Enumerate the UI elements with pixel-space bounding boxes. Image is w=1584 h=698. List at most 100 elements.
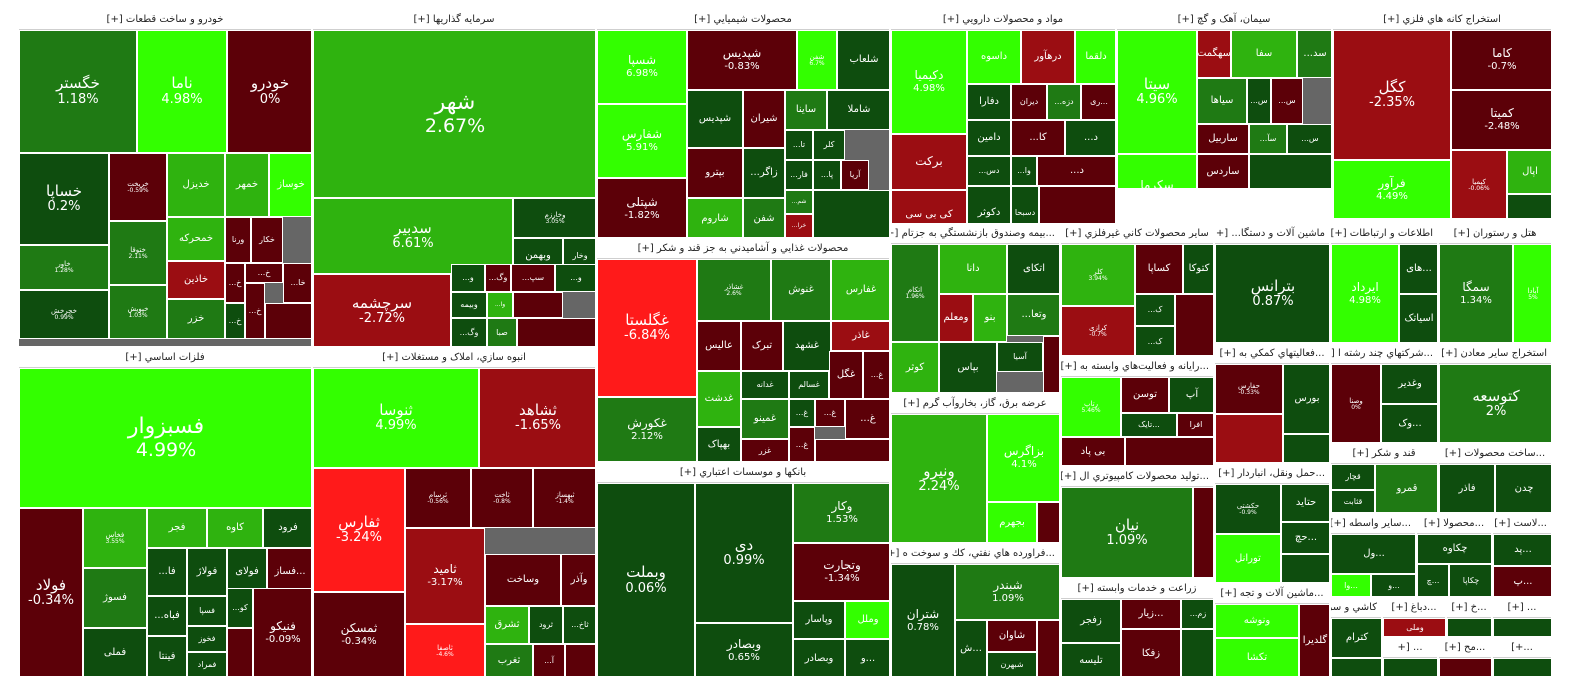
sector-title[interactable]: زراعت و خدمات وابسته [+]	[1061, 579, 1213, 599]
sector-title[interactable]: بانكها و موسسات اعتباري [+]	[597, 463, 889, 483]
stock-tile[interactable]: فار...	[785, 160, 813, 190]
stock-tile[interactable]	[1037, 620, 1059, 676]
stock-tile[interactable]: دفارا	[967, 84, 1011, 120]
stock-tile[interactable]: بی پاد	[1061, 437, 1125, 465]
stock-tile[interactable]: زاگر...	[743, 148, 785, 198]
stock-tile[interactable]: کتوکا	[1183, 244, 1213, 294]
stock-tile[interactable]: کیمیا -0.06%	[1451, 150, 1507, 218]
stock-tile[interactable]: خ...	[225, 303, 245, 339]
stock-tile[interactable]	[1249, 154, 1331, 188]
stock-tile[interactable]: داسوه	[967, 30, 1021, 84]
stock-tile[interactable]: وصنا 0%	[1331, 364, 1381, 442]
sector-title[interactable]: ...خ [+]	[1447, 598, 1491, 618]
stock-tile[interactable]: کلر 3.94%	[1061, 244, 1135, 306]
stock-tile[interactable]: غ...	[789, 399, 815, 427]
stock-tile[interactable]: خاذین	[167, 261, 225, 299]
stock-tile[interactable]: شبهرن	[987, 652, 1037, 676]
stock-tile[interactable]: کو...	[227, 588, 253, 628]
stock-tile[interactable]: کاوه	[207, 508, 263, 548]
stock-tile[interactable]: خدیزل	[167, 153, 225, 217]
stock-tile[interactable]: ایرداد 4.98%	[1331, 244, 1399, 342]
stock-tile[interactable]: فا...	[147, 548, 187, 596]
sector-title[interactable]: انبوه سازي، املاک و مستغلات [+]	[313, 348, 595, 368]
stock-tile[interactable]: زفجر	[1061, 599, 1121, 643]
stock-tile[interactable]	[1043, 336, 1059, 392]
stock-tile[interactable]: کوثر	[891, 342, 939, 392]
stock-tile[interactable]: وبیمه	[451, 292, 487, 318]
stock-tile[interactable]: ...ش	[955, 620, 987, 676]
stock-tile[interactable]: زم...	[1181, 599, 1213, 629]
stock-tile[interactable]	[1175, 294, 1213, 355]
stock-tile[interactable]: ...و	[845, 639, 889, 676]
stock-tile[interactable]: ثنوسا 4.99%	[313, 368, 479, 468]
stock-tile[interactable]: ثمسکن -0.34%	[313, 592, 405, 676]
stock-tile[interactable]: فولاد -0.34%	[19, 508, 83, 676]
stock-tile[interactable]: برکت	[891, 134, 967, 190]
stock-tile[interactable]: آبادا 5%	[1513, 244, 1551, 342]
stock-tile[interactable]	[1181, 629, 1213, 676]
stock-tile[interactable]: س...	[1271, 78, 1303, 124]
stock-tile[interactable]: غشهد	[783, 321, 831, 371]
stock-tile[interactable]: بپترو	[687, 148, 743, 198]
stock-tile[interactable]: ناما 4.98%	[137, 30, 227, 153]
stock-tile[interactable]: آریا	[841, 160, 869, 190]
sector-title[interactable]: سيمان، آهک و گچ [+]	[1117, 10, 1331, 30]
sector-title[interactable]: کاشي و سراميک [+]	[1331, 598, 1381, 618]
stock-tile[interactable]: دکیمیا 4.98%	[891, 30, 967, 134]
stock-tile[interactable]: غ...	[863, 351, 889, 399]
stock-tile[interactable]: کاما -0.7%	[1451, 30, 1551, 90]
stock-tile[interactable]: خزر	[167, 299, 225, 339]
stock-tile[interactable]: د...	[1037, 156, 1115, 186]
stock-tile[interactable]: قچار	[1331, 464, 1375, 490]
stock-tile[interactable]	[813, 190, 889, 237]
stock-tile[interactable]: و...	[555, 264, 595, 292]
stock-tile[interactable]: فولاژ	[187, 548, 227, 596]
stock-tile[interactable]: کتوسعه 2%	[1439, 364, 1551, 442]
stock-tile[interactable]: ثشرق	[485, 606, 529, 644]
stock-tile[interactable]: خکار	[251, 217, 283, 263]
stock-tile[interactable]	[1193, 487, 1213, 577]
stock-tile[interactable]: ثبهساز -1.4%	[533, 468, 595, 528]
stock-tile[interactable]: شهر 2.67%	[313, 30, 595, 198]
stock-tile[interactable]	[565, 644, 595, 676]
sector-title[interactable]: ...محصولا [+]	[1417, 514, 1491, 534]
stock-tile[interactable]: وملی	[1383, 618, 1445, 636]
sector-title[interactable]: ...شرکتهاي چند رشته ا [+]	[1331, 344, 1437, 364]
stock-tile[interactable]: بهپاک	[697, 427, 741, 461]
sector-title[interactable]: ...حمل ونقل، انباردار [+]	[1215, 464, 1329, 484]
sector-title[interactable]: فلزات اساسي [+]	[19, 348, 311, 368]
stock-tile[interactable]: وگ...	[451, 318, 487, 346]
stock-tile[interactable]: درهآور	[1021, 30, 1075, 84]
stock-tile[interactable]: حفارس -0.33%	[1215, 364, 1283, 414]
stock-tile[interactable]: ...های	[1399, 244, 1437, 294]
stock-tile[interactable]: فجر	[147, 508, 207, 548]
stock-tile[interactable]: عالیس	[697, 321, 741, 371]
stock-tile[interactable]: شفن 6.7%	[797, 30, 837, 90]
stock-tile[interactable]: غاذر	[831, 321, 889, 351]
stock-tile[interactable]: خ...	[245, 283, 265, 339]
stock-tile[interactable]: ساردس	[1197, 154, 1249, 188]
stock-tile[interactable]: ...ری	[1081, 84, 1115, 120]
stock-tile[interactable]: شفارس 5.91%	[597, 104, 687, 178]
stock-tile[interactable]: سهگمت	[1197, 30, 1231, 78]
stock-tile[interactable]: وتعا...	[1007, 294, 1059, 336]
sector-title[interactable]: ...دباغ [+]	[1383, 598, 1445, 618]
sector-title[interactable]: ... [+]	[1493, 598, 1551, 618]
stock-tile[interactable]: شپتلی -1.82%	[597, 178, 687, 237]
stock-tile[interactable]: شتران 0.78%	[891, 564, 955, 676]
stock-tile[interactable]: شسپا 6.98%	[597, 30, 687, 104]
sector-title[interactable]: ...+]	[1493, 638, 1551, 658]
stock-tile[interactable]: خودرو 0%	[227, 30, 311, 153]
stock-tile[interactable]: خگستر 1.18%	[19, 30, 137, 153]
stock-tile[interactable]: غکورش 2.12%	[597, 397, 697, 461]
stock-tile[interactable]: وگ...	[485, 264, 511, 292]
stock-tile[interactable]: اتکای	[1007, 244, 1059, 294]
stock-tile[interactable]: آسیا	[997, 342, 1043, 372]
stock-tile[interactable]: وغدیر	[1381, 364, 1437, 404]
sector-title[interactable]: ...لاست [+]	[1493, 514, 1551, 534]
stock-tile[interactable]: ثاخ...	[563, 606, 595, 644]
stock-tile[interactable]: ...حچ	[1281, 522, 1329, 554]
stock-tile[interactable]: غگل	[829, 351, 863, 399]
stock-tile[interactable]	[815, 439, 889, 461]
stock-tile[interactable]: ...چ	[1417, 564, 1449, 596]
